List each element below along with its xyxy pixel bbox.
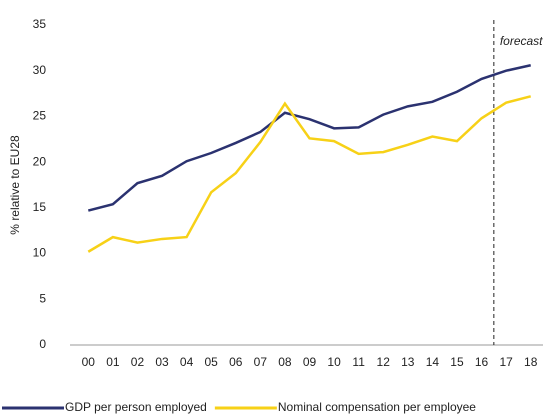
x-tick-label: 16 [475, 355, 489, 369]
x-tick-label: 01 [106, 355, 120, 369]
x-tick-label: 14 [426, 355, 440, 369]
y-tick-label: 25 [33, 109, 47, 123]
legend-label: GDP per person employed [65, 400, 207, 414]
annotation: forecast [500, 34, 543, 48]
series-line [87, 64, 531, 212]
y-axis-label: % relative to EU28 [8, 135, 22, 235]
x-tick-label: 10 [327, 355, 341, 369]
x-tick-label: 04 [180, 355, 194, 369]
x-tick-label: 13 [401, 355, 415, 369]
x-tick-label: 02 [131, 355, 145, 369]
x-tick-label: 07 [254, 355, 268, 369]
x-tick-label: 15 [450, 355, 464, 369]
y-tick-label: 0 [39, 337, 46, 351]
x-tick-label: 11 [352, 355, 365, 369]
x-tick-label: 17 [499, 355, 513, 369]
series-line [87, 95, 532, 253]
x-tick-label: 12 [377, 355, 391, 369]
x-tick-label: 06 [229, 355, 243, 369]
x-tick-label: 00 [82, 355, 96, 369]
legend-label: Nominal compensation per employee [278, 400, 476, 414]
y-tick-label: 20 [33, 154, 47, 168]
x-tick-label: 03 [155, 355, 169, 369]
y-tick-label: 5 [39, 291, 46, 305]
y-tick-label: 35 [33, 17, 47, 31]
x-tick-label: 08 [278, 355, 292, 369]
y-tick-label: 15 [33, 200, 47, 214]
y-tick-label: 30 [33, 63, 47, 77]
x-tick-label: 09 [303, 355, 317, 369]
x-tick-label: 05 [205, 355, 219, 369]
x-tick-label: 18 [524, 355, 538, 369]
y-tick-label: 10 [33, 246, 47, 260]
